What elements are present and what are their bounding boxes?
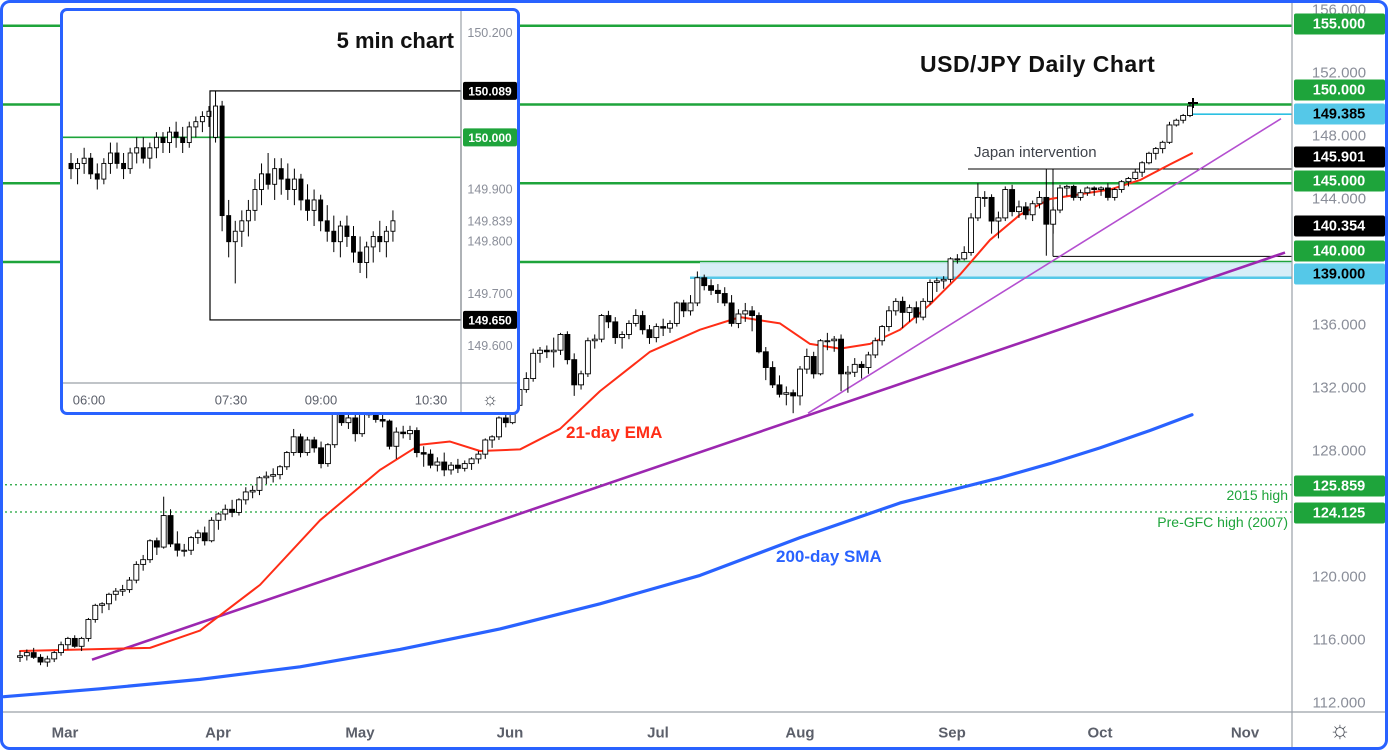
svg-text:136.000: 136.000 (1312, 317, 1366, 334)
settings-gear-icon[interactable]: ☼ (1329, 717, 1351, 744)
svg-text:139.000: 139.000 (1313, 267, 1365, 283)
range-box (209, 90, 462, 321)
svg-text:150.000: 150.000 (1313, 83, 1365, 99)
ema-21-label: 21-day EMA (566, 423, 663, 442)
resistance-zone (700, 262, 1292, 278)
svg-text:149.650: 149.650 (468, 313, 512, 327)
candlestick-series (68, 90, 396, 284)
five-min-chart-panel[interactable]: 150.200 149.900 149.839 149.800 149.700 149.6… (60, 8, 520, 415)
svg-text:Sep: Sep (938, 725, 966, 742)
svg-text:140.354: 140.354 (1313, 219, 1365, 235)
svg-text:Aug: Aug (785, 725, 814, 742)
price-axis-labels: 150.089 150.000 149.650 (463, 81, 517, 329)
svg-text:125.859: 125.859 (1313, 479, 1365, 495)
svg-text:Nov: Nov (1231, 725, 1260, 742)
svg-text:150.000: 150.000 (468, 131, 512, 145)
price-axis-labels: 155.000 150.000 149.385 145.901 145.000 140.3… (1294, 13, 1385, 524)
svg-text:152.000: 152.000 (1312, 65, 1366, 82)
settings-gear-icon[interactable]: ☼ (482, 389, 499, 409)
svg-text:144.000: 144.000 (1312, 191, 1366, 208)
svg-text:128.000: 128.000 (1312, 443, 1366, 460)
svg-text:140.000: 140.000 (1313, 244, 1365, 260)
five-min-chart-canvas[interactable]: 150.200 149.900 149.839 149.800 149.700 149.6… (63, 11, 517, 412)
svg-text:148.000: 148.000 (1312, 128, 1366, 145)
inset-time-axis[interactable]: 06:00 07:30 09:00 10:30 (73, 393, 448, 408)
sma-200-label: 200-day SMA (776, 547, 882, 566)
svg-text:150.089: 150.089 (468, 84, 512, 98)
svg-text:149.600: 149.600 (467, 339, 512, 353)
svg-text:07:30: 07:30 (215, 393, 248, 408)
svg-text:Mar: Mar (52, 725, 79, 742)
svg-text:Apr: Apr (205, 725, 231, 742)
svg-text:116.000: 116.000 (1312, 632, 1365, 649)
japan-intervention-label: Japan intervention (974, 144, 1097, 161)
pre-gfc-high-label: Pre-GFC high (2007) (1157, 514, 1288, 530)
svg-text:May: May (345, 725, 375, 742)
svg-text:149.385: 149.385 (1313, 107, 1365, 123)
high-2015-label: 2015 high (1226, 487, 1288, 503)
svg-text:149.800: 149.800 (467, 235, 512, 249)
svg-text:120.000: 120.000 (1312, 569, 1366, 586)
inset-chart-title: 5 min chart (336, 28, 454, 53)
svg-text:10:30: 10:30 (415, 393, 448, 408)
svg-text:149.900: 149.900 (467, 183, 512, 197)
svg-text:112.000: 112.000 (1312, 695, 1365, 712)
svg-text:Jun: Jun (497, 725, 524, 742)
svg-text:150.200: 150.200 (467, 26, 512, 40)
svg-text:149.700: 149.700 (467, 287, 512, 301)
svg-text:145.000: 145.000 (1313, 174, 1365, 190)
svg-text:132.000: 132.000 (1312, 380, 1366, 397)
candlestick-series (17, 102, 1193, 667)
svg-text:Oct: Oct (1087, 725, 1112, 742)
svg-text:155.000: 155.000 (1313, 17, 1365, 33)
svg-text:124.125: 124.125 (1313, 506, 1365, 522)
svg-text:Jul: Jul (647, 725, 669, 742)
svg-text:09:00: 09:00 (305, 393, 338, 408)
svg-text:145.901: 145.901 (1313, 150, 1365, 166)
svg-text:149.839: 149.839 (467, 214, 512, 228)
svg-text:06:00: 06:00 (73, 393, 106, 408)
main-chart-title: USD/JPY Daily Chart (920, 51, 1156, 77)
time-axis[interactable]: Mar Apr May Jun Jul Aug Sep Oct Nov (52, 725, 1260, 742)
